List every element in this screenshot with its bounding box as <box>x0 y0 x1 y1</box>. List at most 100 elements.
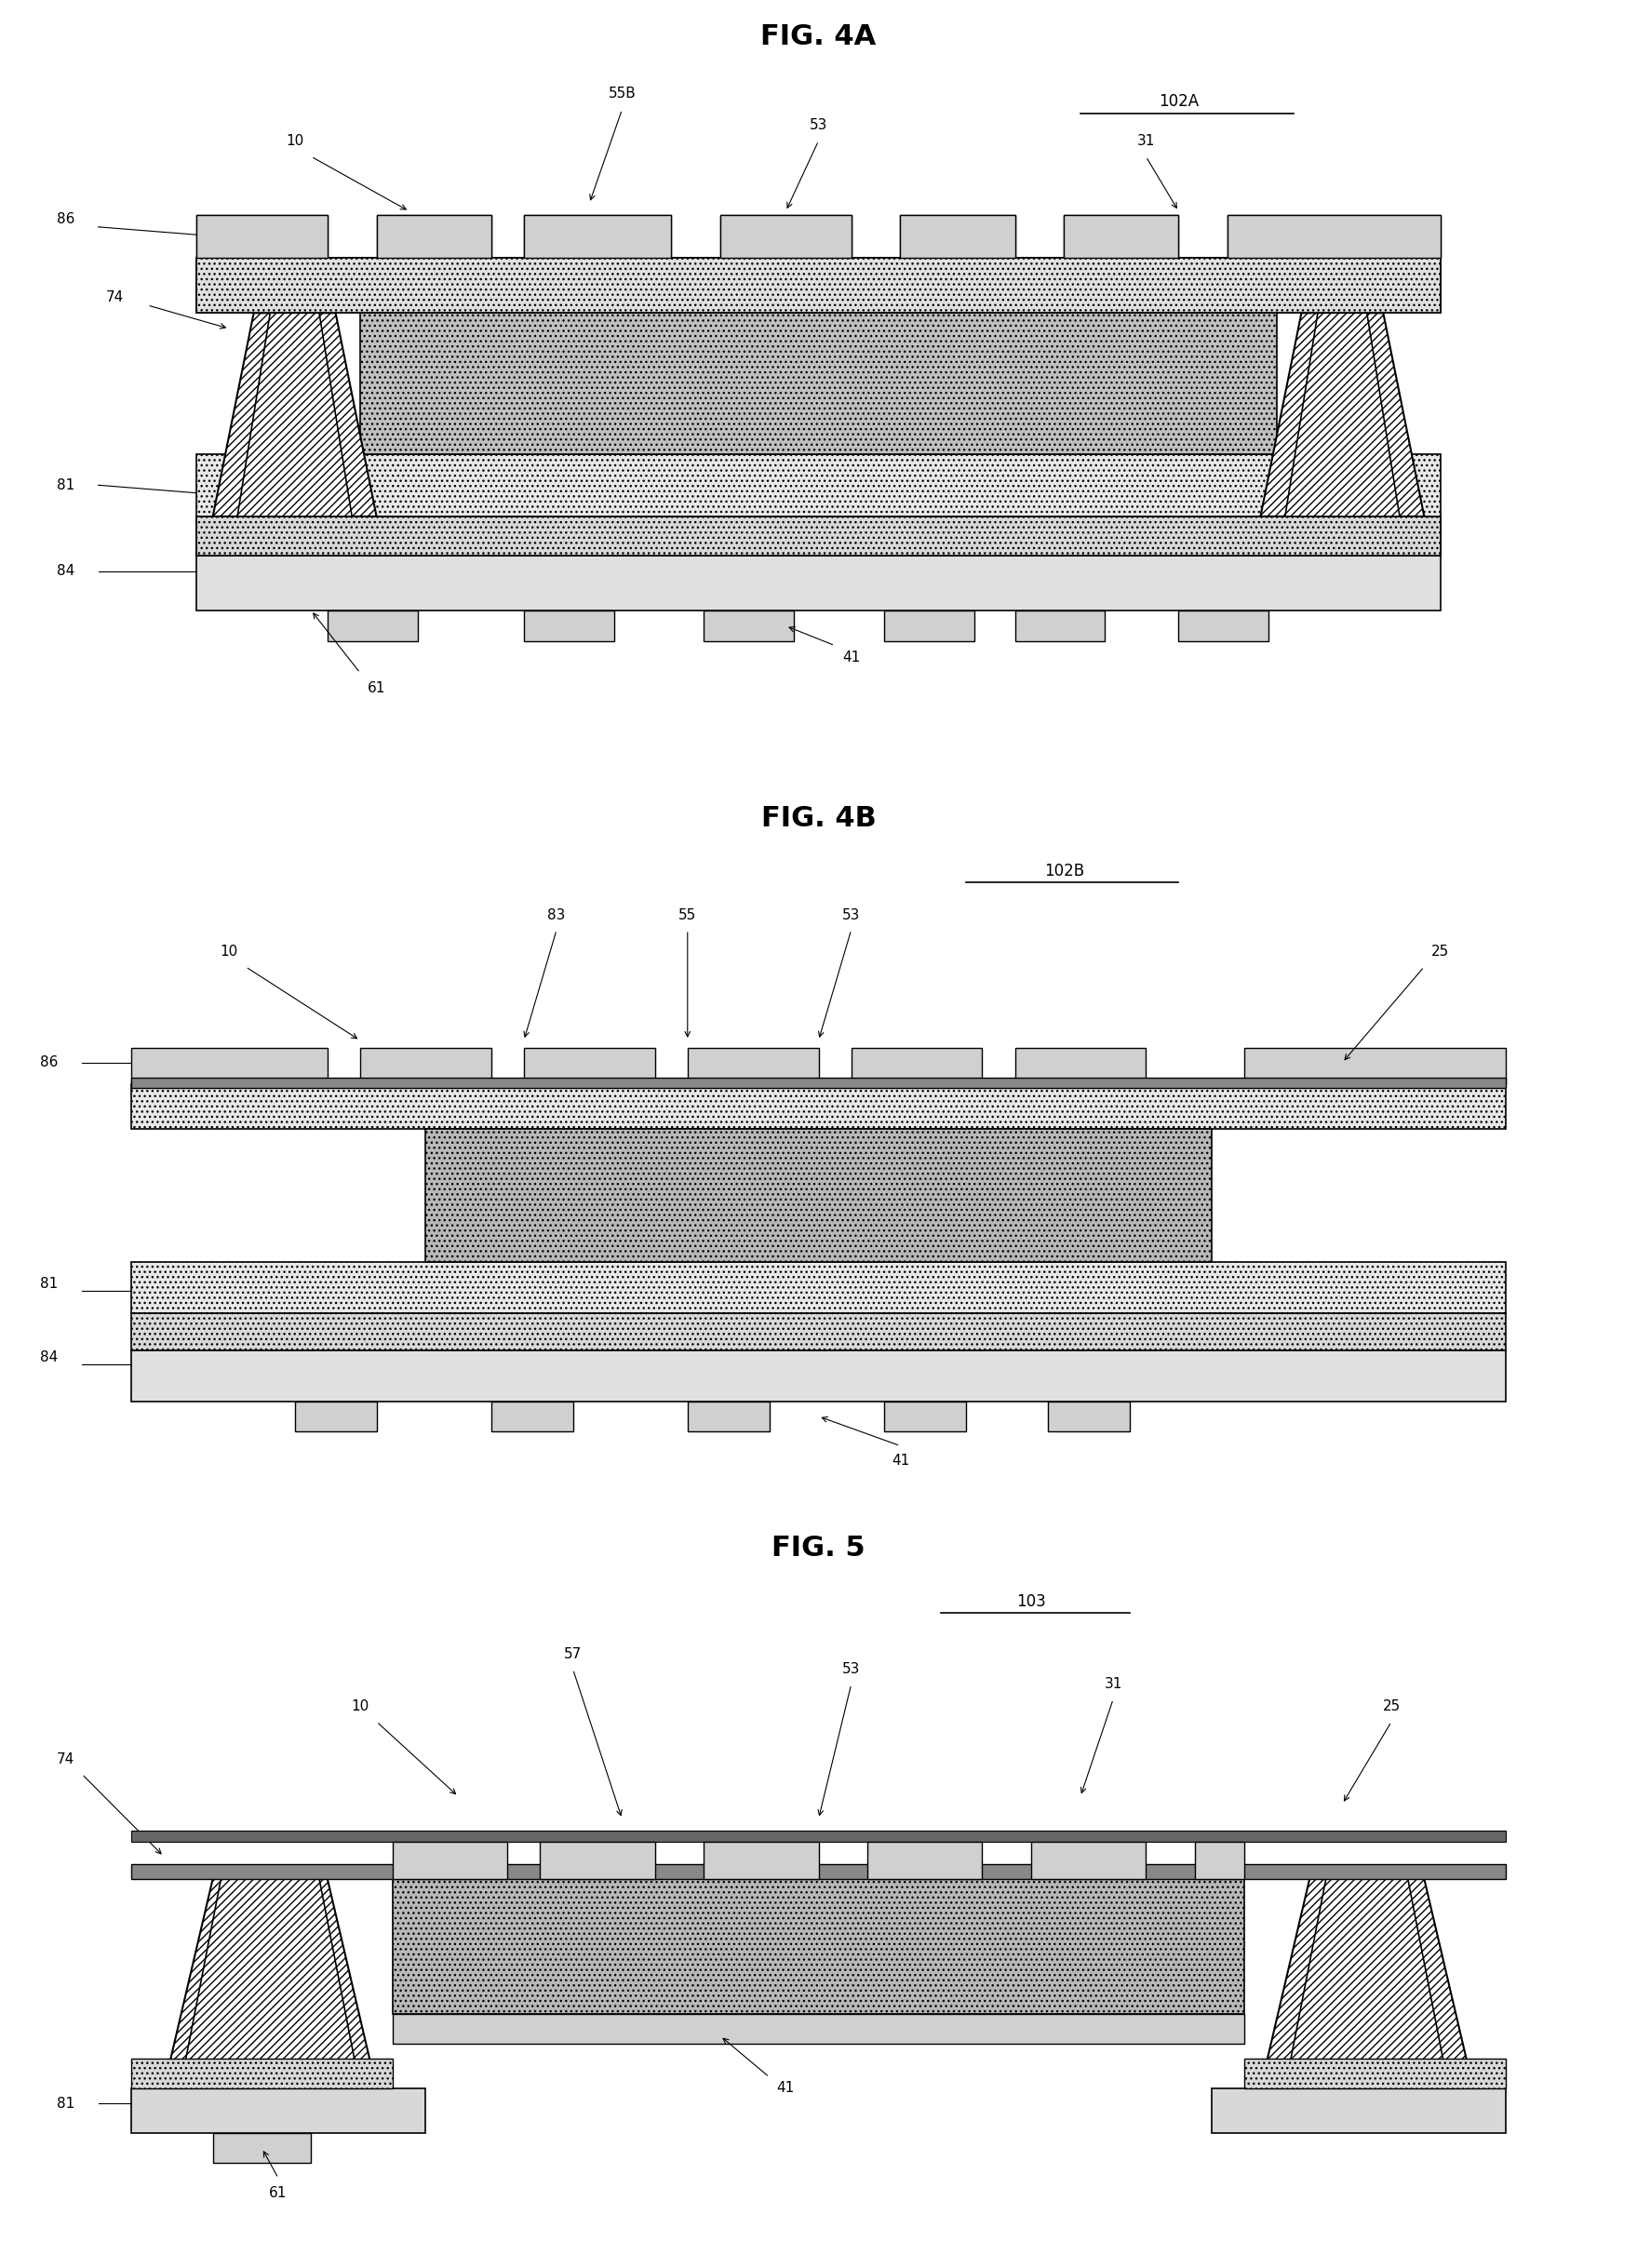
Text: 41: 41 <box>843 651 859 665</box>
Bar <box>377 215 491 259</box>
Text: 31: 31 <box>1136 134 1156 147</box>
Bar <box>524 215 671 259</box>
Text: 10: 10 <box>221 946 237 959</box>
Polygon shape <box>180 1878 360 2089</box>
Text: 41: 41 <box>892 1454 909 1467</box>
Bar <box>131 1313 1506 1349</box>
Bar <box>131 1349 1506 1402</box>
Text: 84: 84 <box>41 1349 57 1365</box>
Text: 74: 74 <box>106 290 123 304</box>
Polygon shape <box>237 313 352 517</box>
Bar <box>213 2134 311 2164</box>
Bar <box>196 215 327 259</box>
Polygon shape <box>1285 313 1400 517</box>
Bar <box>131 1048 327 1084</box>
Text: 25: 25 <box>1432 946 1449 959</box>
Bar <box>196 517 1441 556</box>
Bar <box>524 1048 655 1084</box>
Bar <box>540 1842 655 1878</box>
Bar <box>393 1878 1244 2014</box>
Bar <box>131 1830 1506 1842</box>
Bar <box>900 215 1015 259</box>
Bar <box>196 556 1441 610</box>
Bar <box>884 610 974 642</box>
Bar <box>131 1261 1506 1313</box>
Bar <box>196 517 1441 556</box>
Bar <box>426 1129 1211 1261</box>
Text: 84: 84 <box>57 565 74 578</box>
Text: 61: 61 <box>367 683 386 696</box>
Bar <box>1211 2089 1506 2134</box>
Bar <box>1228 215 1441 259</box>
Bar <box>491 1402 573 1431</box>
Polygon shape <box>1260 313 1424 517</box>
Text: 31: 31 <box>1103 1678 1123 1692</box>
Bar <box>720 215 851 259</box>
Bar <box>851 1048 982 1084</box>
Bar <box>196 454 1441 517</box>
Text: 53: 53 <box>809 118 828 132</box>
Text: 86: 86 <box>56 213 75 227</box>
Bar <box>884 1402 966 1431</box>
Bar <box>704 610 794 642</box>
Bar <box>131 1077 1506 1089</box>
Bar <box>524 610 614 642</box>
Bar <box>868 1842 982 1878</box>
Bar <box>720 215 851 259</box>
Bar <box>196 259 1441 313</box>
Bar <box>1064 215 1179 259</box>
Bar <box>1195 1842 1244 1878</box>
Bar <box>196 215 327 259</box>
Text: 53: 53 <box>841 907 861 923</box>
Text: 102A: 102A <box>1159 93 1198 111</box>
Polygon shape <box>1285 1878 1449 2089</box>
Bar <box>131 2089 426 2134</box>
Bar <box>1015 1048 1146 1084</box>
Bar <box>360 1048 491 1084</box>
Bar <box>131 1864 1506 1878</box>
Polygon shape <box>1260 1878 1473 2089</box>
Bar <box>131 2059 393 2089</box>
Text: 53: 53 <box>841 1662 861 1676</box>
Polygon shape <box>213 313 377 517</box>
Bar <box>1064 215 1179 259</box>
Bar <box>360 313 1277 454</box>
Bar <box>131 1084 1506 1129</box>
Bar <box>1179 610 1269 642</box>
Bar <box>688 1048 818 1084</box>
Bar <box>1244 2059 1506 2089</box>
Text: 10: 10 <box>286 134 303 147</box>
Bar <box>1228 215 1441 259</box>
Text: 41: 41 <box>778 2082 794 2096</box>
Polygon shape <box>246 329 344 501</box>
Text: 61: 61 <box>268 2186 288 2200</box>
Bar <box>295 1402 377 1431</box>
Bar <box>704 1842 818 1878</box>
Bar <box>377 215 491 259</box>
Bar <box>900 215 1015 259</box>
Text: 55B: 55B <box>609 86 635 100</box>
Text: FIG. 5: FIG. 5 <box>771 1535 866 1560</box>
Polygon shape <box>196 1878 344 2089</box>
Bar <box>524 215 671 259</box>
Text: 55: 55 <box>679 907 696 923</box>
Text: 83: 83 <box>547 907 566 923</box>
Bar <box>1048 1402 1130 1431</box>
Polygon shape <box>164 1878 377 2089</box>
Text: 74: 74 <box>57 1753 74 1767</box>
Text: 25: 25 <box>1383 1699 1400 1715</box>
Bar <box>393 1842 507 1878</box>
Text: 81: 81 <box>57 2096 74 2109</box>
Text: 86: 86 <box>39 1055 59 1070</box>
Text: 103: 103 <box>1017 1594 1046 1610</box>
Text: 81: 81 <box>41 1277 57 1290</box>
Text: 57: 57 <box>565 1647 581 1660</box>
Bar <box>1015 610 1105 642</box>
Text: FIG. 4B: FIG. 4B <box>761 805 876 832</box>
Text: 10: 10 <box>352 1699 368 1715</box>
Bar <box>393 2014 1244 2043</box>
Bar <box>196 259 1441 313</box>
Bar <box>327 610 417 642</box>
Text: 102B: 102B <box>1044 862 1084 880</box>
Text: FIG. 4A: FIG. 4A <box>761 23 876 50</box>
